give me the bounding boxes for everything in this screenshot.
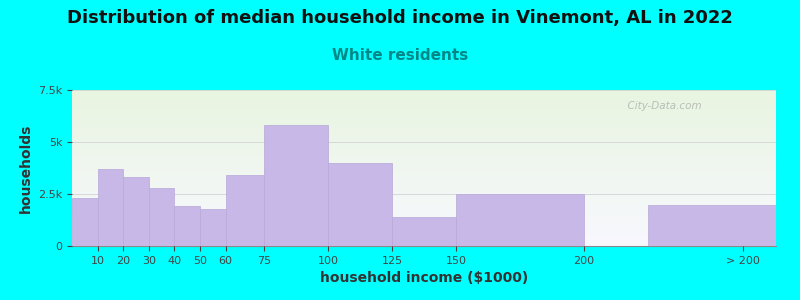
Bar bbox=[98, 169, 123, 246]
Bar bbox=[200, 208, 226, 246]
Text: White residents: White residents bbox=[332, 48, 468, 63]
Text: Distribution of median household income in Vinemont, AL in 2022: Distribution of median household income … bbox=[67, 9, 733, 27]
Bar bbox=[264, 125, 328, 246]
Y-axis label: households: households bbox=[18, 123, 33, 213]
Bar bbox=[648, 206, 776, 246]
Bar bbox=[226, 175, 264, 246]
Bar bbox=[328, 163, 392, 246]
Bar bbox=[392, 217, 456, 246]
X-axis label: household income ($1000): household income ($1000) bbox=[320, 271, 528, 285]
Text: City-Data.com: City-Data.com bbox=[621, 101, 702, 111]
Bar bbox=[456, 194, 584, 246]
Bar bbox=[149, 188, 174, 246]
Bar bbox=[174, 206, 200, 246]
Bar bbox=[123, 177, 149, 246]
Bar bbox=[72, 198, 98, 246]
